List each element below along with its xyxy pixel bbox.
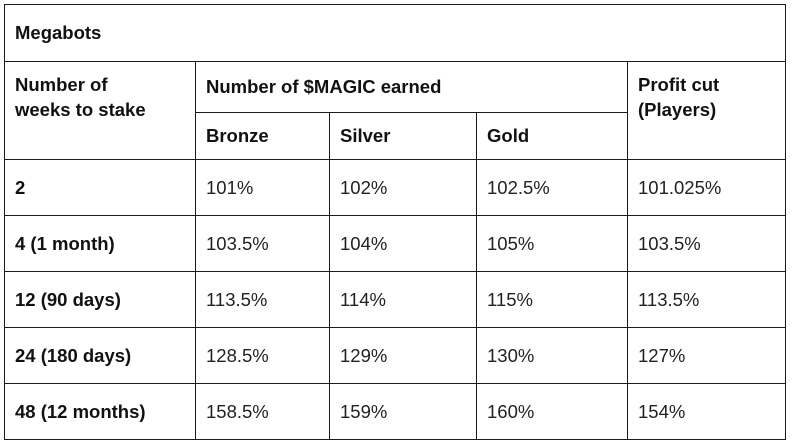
silver-cell: 102%: [329, 159, 477, 216]
bronze-header: Bronze: [195, 112, 330, 160]
magic-earned-header: Number of $MAGIC earned: [195, 61, 628, 113]
profit-cell: 127%: [627, 327, 786, 384]
gold-cell: 130%: [476, 327, 628, 384]
table-row: 48 (12 months) 158.5% 159% 160% 154%: [4, 383, 786, 440]
profit-cell: 154%: [627, 383, 786, 440]
profit-cell: 101.025%: [627, 159, 786, 216]
bronze-cell: 103.5%: [195, 215, 330, 272]
table-title: Megabots: [4, 4, 786, 62]
weeks-header-line2: weeks to stake: [15, 99, 146, 120]
profit-cell: 113.5%: [627, 271, 786, 328]
table-row: 4 (1 month) 103.5% 104% 105% 103.5%: [4, 215, 786, 272]
weeks-to-stake-header: Number of weeks to stake: [4, 61, 196, 160]
weeks-cell: 12 (90 days): [4, 271, 196, 328]
gold-cell: 115%: [476, 271, 628, 328]
gold-cell: 102.5%: [476, 159, 628, 216]
bronze-cell: 113.5%: [195, 271, 330, 328]
bronze-cell: 128.5%: [195, 327, 330, 384]
profit-header-line1: Profit cut: [638, 74, 720, 95]
staking-rewards-table: Megabots Number of weeks to stake Number…: [4, 4, 786, 440]
table-row: 2 101% 102% 102.5% 101.025%: [4, 159, 786, 216]
silver-cell: 129%: [329, 327, 477, 384]
silver-cell: 104%: [329, 215, 477, 272]
profit-cell: 103.5%: [627, 215, 786, 272]
weeks-cell: 24 (180 days): [4, 327, 196, 384]
weeks-cell: 48 (12 months): [4, 383, 196, 440]
table-row: 24 (180 days) 128.5% 129% 130% 127%: [4, 327, 786, 384]
profit-header-line2: (Players): [638, 99, 717, 120]
gold-cell: 160%: [476, 383, 628, 440]
silver-cell: 114%: [329, 271, 477, 328]
table-row: 12 (90 days) 113.5% 114% 115% 113.5%: [4, 271, 786, 328]
weeks-cell: 2: [4, 159, 196, 216]
silver-header: Silver: [329, 112, 477, 160]
bronze-cell: 101%: [195, 159, 330, 216]
gold-cell: 105%: [476, 215, 628, 272]
staking-table-container: Megabots Number of weeks to stake Number…: [4, 4, 786, 440]
gold-header: Gold: [476, 112, 628, 160]
bronze-cell: 158.5%: [195, 383, 330, 440]
weeks-header-line1: Number of: [15, 74, 108, 95]
profit-cut-header: Profit cut (Players): [627, 61, 786, 160]
weeks-cell: 4 (1 month): [4, 215, 196, 272]
silver-cell: 159%: [329, 383, 477, 440]
